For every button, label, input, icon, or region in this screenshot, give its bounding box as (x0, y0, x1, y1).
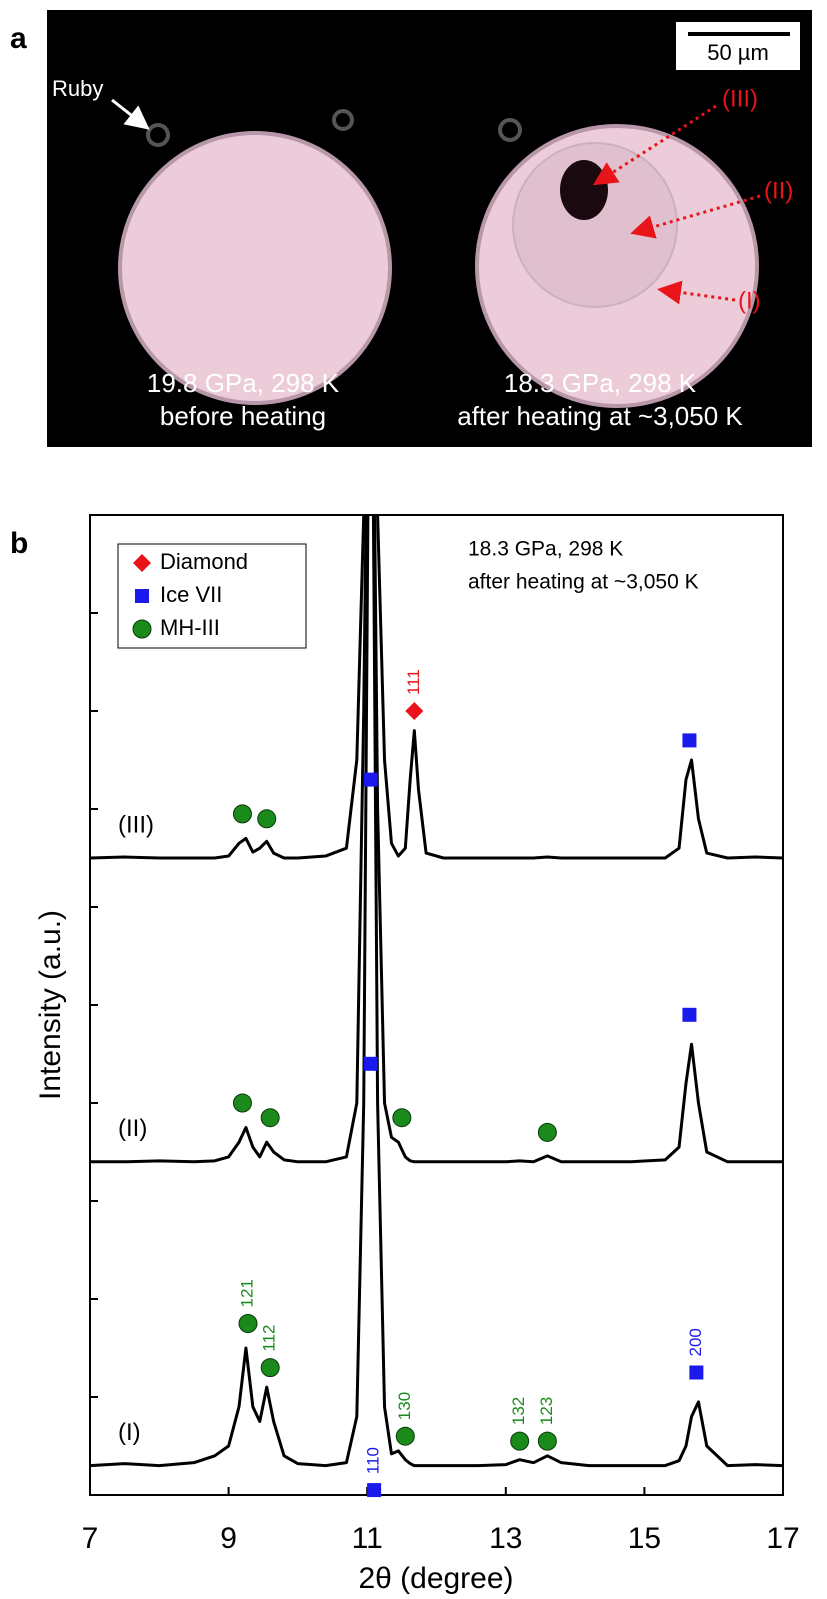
peak-label: 123 (537, 1397, 556, 1425)
marker (232, 804, 252, 824)
marker (260, 1358, 280, 1378)
caption: 18.3 GPa, 298 K (504, 368, 697, 398)
arrow (630, 194, 761, 239)
marker (238, 1314, 258, 1333)
marker (260, 1108, 280, 1128)
region-label: (II) (764, 177, 793, 204)
series-label: (I) (118, 1419, 141, 1446)
arrow (111, 98, 150, 130)
x-tick-label: 7 (82, 1522, 99, 1555)
trace (90, 515, 783, 860)
x-tick-label: 11 (352, 1522, 383, 1555)
marker (232, 1093, 252, 1113)
peak-label: 121 (237, 1279, 256, 1307)
x-tick-label: 17 (766, 1522, 799, 1555)
region-label: (III) (722, 85, 758, 112)
arrow (657, 280, 736, 305)
peak-label: 111 (404, 669, 423, 695)
annotation: after heating at ~3,050 K (468, 571, 699, 594)
marker (405, 702, 424, 720)
y-axis-label: Intensity (a.u.) (34, 910, 67, 1100)
series-label: (III) (118, 811, 154, 838)
scale-bar-box (676, 22, 800, 70)
legend-marker (135, 589, 149, 603)
legend-marker (133, 554, 151, 572)
region-label: (I) (738, 287, 761, 314)
peak-label: 112 (260, 1324, 279, 1351)
marker (363, 1056, 378, 1071)
sample-before (118, 131, 392, 405)
marker (392, 1108, 412, 1128)
scale-bar-label: 50 µm (707, 40, 769, 65)
marker (537, 1431, 557, 1451)
x-tick-label: 13 (489, 1522, 522, 1555)
marker (363, 772, 378, 787)
caption: before heating (160, 401, 326, 431)
ruby-label: Ruby (52, 76, 103, 101)
ruby (146, 123, 170, 147)
dark-region (560, 160, 608, 220)
plot-frame (89, 514, 784, 1496)
marker (395, 1426, 415, 1446)
marker (367, 1483, 382, 1498)
marker (510, 1431, 530, 1451)
peak-label: 110 (364, 1447, 383, 1474)
traces (90, 515, 783, 1468)
annotation: 18.3 GPa, 298 K (468, 538, 623, 561)
legend-label: Ice VII (160, 582, 222, 607)
caption: 19.8 GPa, 298 K (147, 368, 340, 398)
series-label: (II) (118, 1115, 147, 1142)
trace (90, 515, 783, 1164)
panel-label: b (10, 527, 28, 560)
ruby (332, 109, 354, 131)
arrow (592, 104, 717, 186)
marker (689, 1365, 704, 1380)
legend-marker (132, 619, 152, 639)
caption: after heating at ~3,050 K (457, 401, 743, 431)
x-tick-label: 15 (628, 1522, 661, 1555)
panel-label: a (10, 22, 27, 55)
peak-label: 200 (686, 1328, 705, 1356)
legend-label: Diamond (160, 549, 248, 574)
peak-label: 130 (395, 1392, 414, 1420)
marker (257, 809, 277, 829)
marker (682, 733, 697, 748)
ruby (498, 118, 522, 142)
heated-region (512, 142, 678, 308)
peak-label: 132 (509, 1397, 528, 1425)
x-tick-label: 9 (220, 1522, 237, 1555)
legend-label: MH-III (160, 615, 220, 640)
marker (682, 1007, 697, 1022)
marker (537, 1122, 557, 1142)
trace (90, 515, 783, 1468)
x-axis-label: 2θ (degree) (358, 1562, 513, 1595)
